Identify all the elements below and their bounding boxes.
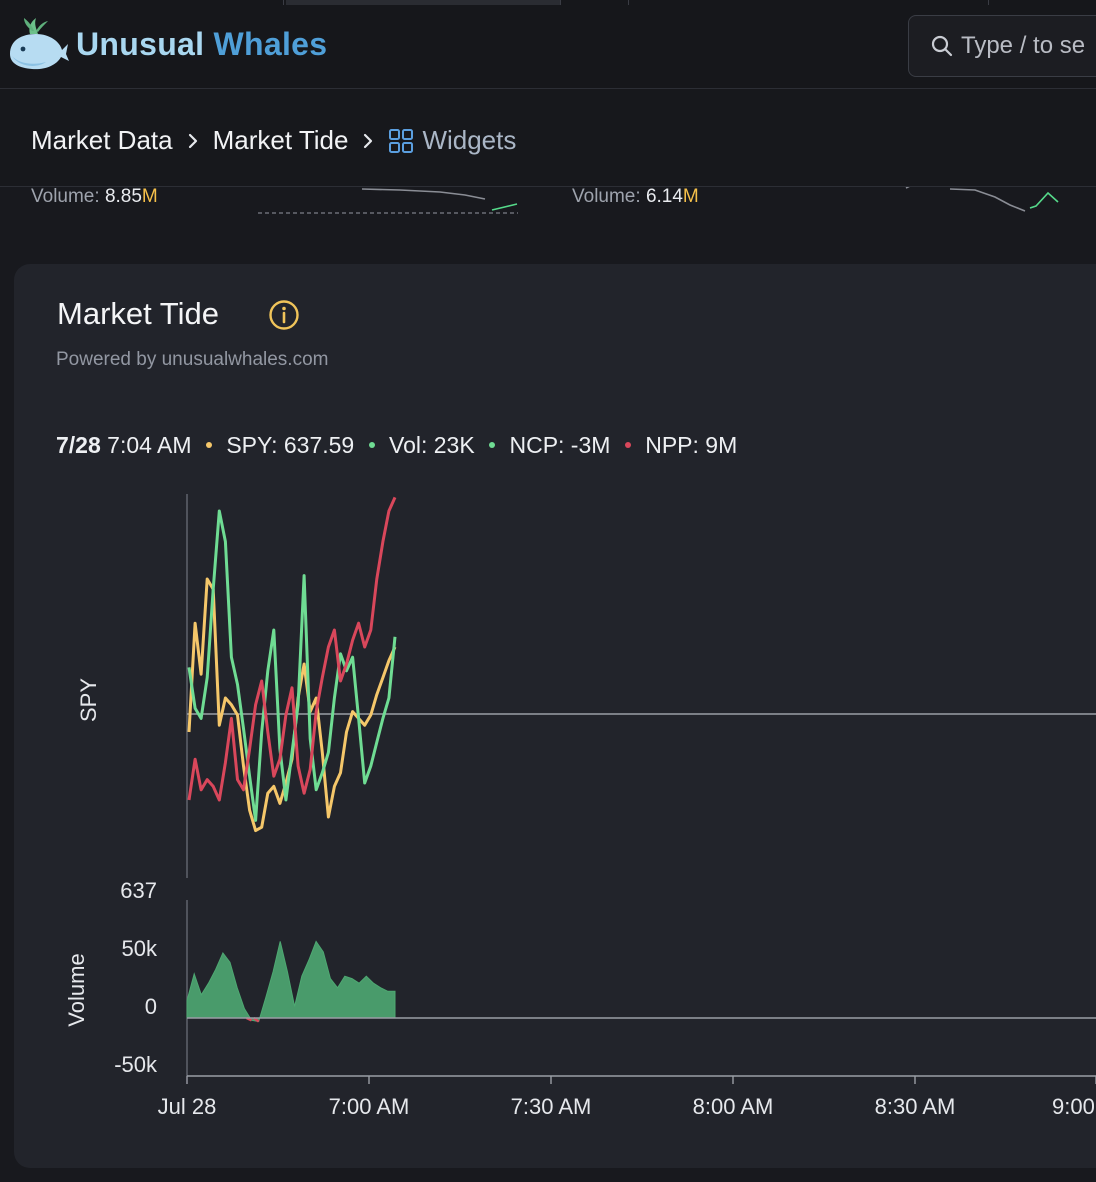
volume-label: Volume: [572,186,641,207]
browser-tab[interactable] [562,0,629,5]
sparkline-right [905,187,1026,212]
vol-dot-icon [368,441,375,448]
tooltip-stats-line: 7/28 7:04 AM SPY: 637.59 Vol: 23K NCP: -… [56,432,737,459]
volume-suffix: M [682,186,699,207]
stats-vol: Vol: 23K [389,432,475,458]
chevron-right-icon [188,133,197,148]
app-name: Unusual Whales [76,26,327,63]
ncp-dot-icon [489,441,496,448]
x-tick-label: 7:00 AM [329,1094,410,1119]
search-icon [931,35,953,57]
stats-npp: NPP: 9M [645,432,738,458]
upper-y-tick-label: 637 [120,878,157,903]
summary-volume-right: Volume: 6.14M [572,186,699,208]
x-tick-label: 7:30 AM [511,1094,592,1119]
summary-volume-left: Volume: 8.85M [31,186,158,208]
browser-tab[interactable] [630,0,989,5]
sparkline-right-up [1029,191,1059,209]
browser-tab[interactable] [0,0,284,5]
breadcrumb-market-data[interactable]: Market Data [31,125,173,155]
x-tick-label: 8:00 AM [693,1094,774,1119]
browser-tab-strip [0,0,1096,6]
volume-value: 8.85 [104,186,142,207]
series-ncp-line [187,509,397,822]
logo-word-whales: Whales [213,25,328,62]
volume-label: Volume: [31,186,100,207]
browser-tab[interactable] [286,0,561,5]
breadcrumb-bar [0,89,1096,187]
upper-y-axis-label: SPY [76,678,101,722]
widget-title: Market Tide [57,296,219,331]
stats-spy: SPY: 637.59 [226,432,355,458]
stats-date: 7/28 [56,432,101,458]
lower-y-axis-label: Volume [64,953,89,1026]
breadcrumb-market-tide[interactable]: Market Tide [212,125,349,155]
x-tick-label: 9:00 [1052,1094,1095,1119]
npp-dot-icon [624,441,631,448]
sparkline-strip [258,187,1059,214]
sparkline-left-up [491,203,518,211]
volume-value: 6.14 [645,186,683,207]
sparkline-left [361,188,486,200]
x-tick-label: Jul 28 [158,1094,217,1119]
app-logo[interactable]: Unusual Whales [6,14,327,74]
powered-by-text: Powered by unusualwhales.com [56,349,329,370]
lower-y-tick-label: -50k [114,1052,158,1077]
info-icon[interactable] [268,299,300,331]
lower-y-tick-label: 0 [145,994,157,1019]
stats-ncp: NCP: -3M [509,432,611,458]
search-placeholder: Type / to se [961,32,1086,59]
stats-time: 7:04 AM [107,432,192,458]
grid-icon [389,128,414,153]
x-tick-label: 8:30 AM [875,1094,956,1119]
volume-suffix: M [141,186,158,207]
logo-word-unusual: Unusual [76,25,205,62]
lower-y-tick-label: 50k [122,936,158,961]
search-box[interactable]: Type / to se [908,15,1096,77]
top-navigation-bar: Unusual Whales Type / to se [0,0,1096,89]
volume-area [186,940,396,1023]
chevron-right-icon [364,133,373,148]
whale-logo-icon [10,18,69,70]
breadcrumb-widgets: Widgets [422,125,517,155]
spy-dot-icon [205,441,212,448]
breadcrumb: Market Data Market Tide Widgets [31,125,516,156]
series-npp-line [187,496,397,802]
